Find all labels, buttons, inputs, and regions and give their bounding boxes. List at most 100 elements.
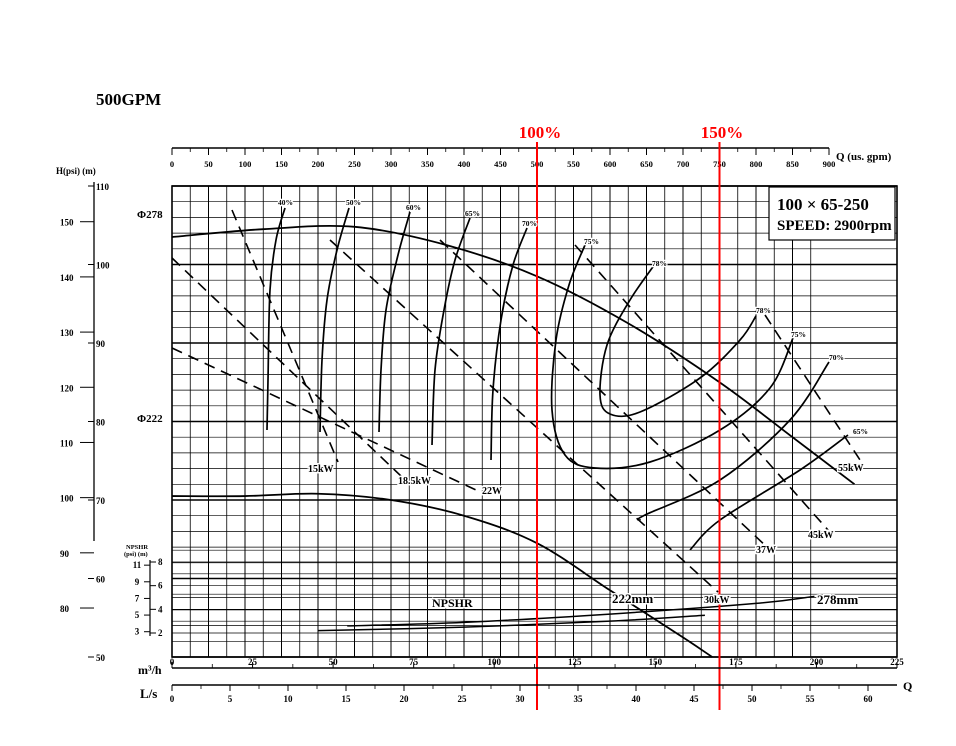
- ls-tick-label: 20: [400, 694, 410, 704]
- head-psi-tick-label: 150: [60, 218, 74, 228]
- top-axis-tick-label: 650: [640, 159, 653, 169]
- npshr-label-222: 222mm: [612, 591, 653, 606]
- efficiency-label: 78%: [756, 306, 771, 315]
- ls-axis-label: L/s: [140, 686, 157, 701]
- ls-tick-label: 40: [632, 694, 642, 704]
- power-line: [171, 347, 477, 491]
- m3h-tick-label: 150: [649, 657, 663, 667]
- power-line: [171, 257, 403, 478]
- m3h-tick-label: 25: [248, 657, 258, 667]
- npshr-psi-tick-label: 5: [135, 610, 140, 620]
- ref-label-100: 100%: [519, 123, 562, 142]
- ls-tick-label: 0: [170, 694, 175, 704]
- top-axis-tick-label: 150: [275, 159, 288, 169]
- npshr-m-tick-label: 4: [158, 604, 163, 614]
- ls-tick-label: 10: [284, 694, 294, 704]
- ref-label-150: 150%: [701, 123, 744, 142]
- efficiency-curve: [636, 361, 830, 521]
- top-axis-tick-label: 600: [604, 159, 617, 169]
- head-psi-tick-label: 90: [60, 549, 70, 559]
- ls-tick-label: 15: [342, 694, 352, 704]
- top-axis-usgpm: 0501001502002503003504004505005506006507…: [170, 147, 836, 169]
- power-label: 30kW: [704, 595, 730, 606]
- top-axis-tick-label: 300: [385, 159, 398, 169]
- head-psi-tick-label: 120: [60, 383, 74, 393]
- head-m-tick-label: 100: [96, 261, 110, 271]
- ls-tick-label: 35: [574, 694, 584, 704]
- ls-tick-label: 45: [690, 694, 700, 704]
- npshr-curve-278: [347, 595, 815, 627]
- top-axis-tick-label: 0: [170, 159, 174, 169]
- power-line: [764, 314, 863, 464]
- head-m-tick-label: 90: [96, 339, 106, 349]
- top-axis-tick-label: 550: [567, 159, 580, 169]
- efficiency-label: 40%: [278, 198, 293, 207]
- npshr-m-tick-label: 8: [158, 557, 163, 567]
- top-axis-tick-label: 450: [494, 159, 507, 169]
- ls-tick-label: 60: [864, 694, 874, 704]
- ls-tick-label: 5: [228, 694, 233, 704]
- m3h-tick-label: 100: [487, 657, 501, 667]
- power-label: 55kW: [838, 463, 864, 474]
- top-axis-unit: Q (us. gpm): [836, 151, 892, 163]
- impeller-curve-222: [171, 492, 713, 658]
- efficiency-label: 78%: [652, 259, 667, 268]
- npshr-m-tick-label: 6: [158, 581, 163, 591]
- m3h-tick-label: 50: [329, 657, 339, 667]
- power-label: 15kW: [308, 464, 334, 475]
- npshr-psi-tick-label: 3: [135, 627, 140, 637]
- power-label: 37W: [756, 545, 776, 556]
- efficiency-curve: [550, 244, 794, 470]
- ls-tick-label: 50: [748, 694, 758, 704]
- efficiency-curve: [266, 207, 286, 431]
- m3h-axis: 0 25 50 75 100 125 150 175 200 225: [170, 657, 904, 669]
- head-psi-tick-label: 140: [60, 273, 74, 283]
- ls-axis: 0 5 10 15 20 25 30 35 40 45 50 55 60: [170, 684, 897, 704]
- power-line: [574, 244, 829, 531]
- curves-layer: [171, 142, 863, 710]
- top-axis-tick-label: 400: [458, 159, 471, 169]
- spec-line-1: 100 × 65-250: [777, 195, 869, 214]
- npshr-psi-tick-label: 7: [135, 593, 140, 603]
- m3h-tick-label: 75: [409, 657, 419, 667]
- head-psi-tick-label: 100: [60, 494, 74, 504]
- efficiency-label: 75%: [584, 237, 599, 246]
- npshr-curve-title: NPSHR: [432, 596, 473, 610]
- efficiency-label: 75%: [791, 330, 806, 339]
- top-axis-tick-label: 850: [786, 159, 799, 169]
- efficiency-label: 70%: [522, 219, 537, 228]
- head-m-axis: 50 60 70 80 90 100 110: [88, 182, 110, 663]
- power-label: 18.5kW: [398, 476, 431, 487]
- npshr-psi-tick-label: 9: [135, 577, 140, 587]
- power-line: [439, 239, 769, 549]
- efficiency-curve: [319, 207, 350, 433]
- power-label: 45kW: [808, 530, 834, 541]
- ls-axis-end-label: Q: [903, 679, 912, 693]
- m3h-axis-label: m³/h: [138, 663, 162, 677]
- top-axis-tick-label: 700: [677, 159, 690, 169]
- ls-tick-label: 25: [458, 694, 468, 704]
- efficiency-curve: [689, 434, 849, 551]
- efficiency-label: 70%: [829, 353, 844, 362]
- ls-tick-label: 30: [516, 694, 526, 704]
- npshr-axis-label: NPSHR: [126, 544, 148, 551]
- efficiency-label: 65%: [853, 427, 868, 436]
- top-axis-tick-label: 50: [204, 159, 213, 169]
- npshr-curve-222: [317, 614, 705, 632]
- efficiency-curve: [599, 263, 757, 418]
- efficiency-curve: [431, 217, 471, 446]
- npshr-m-tick-label: 2: [158, 628, 163, 638]
- efficiency-curve: [378, 211, 411, 433]
- efficiency-label: 60%: [406, 203, 421, 212]
- top-axis-tick-label: 800: [750, 159, 763, 169]
- npshr-axes: 2 4 6 8 3 5 7 9 11: [133, 557, 163, 638]
- power-label: 22W: [482, 486, 502, 497]
- impeller-label-222: Φ222: [137, 413, 163, 425]
- head-m-tick-label: 50: [96, 653, 106, 663]
- top-axis-tick-label: 900: [823, 159, 836, 169]
- plot-frame: [171, 185, 898, 658]
- m3h-tick-label: 175: [729, 657, 743, 667]
- m3h-tick-label: 225: [890, 657, 904, 667]
